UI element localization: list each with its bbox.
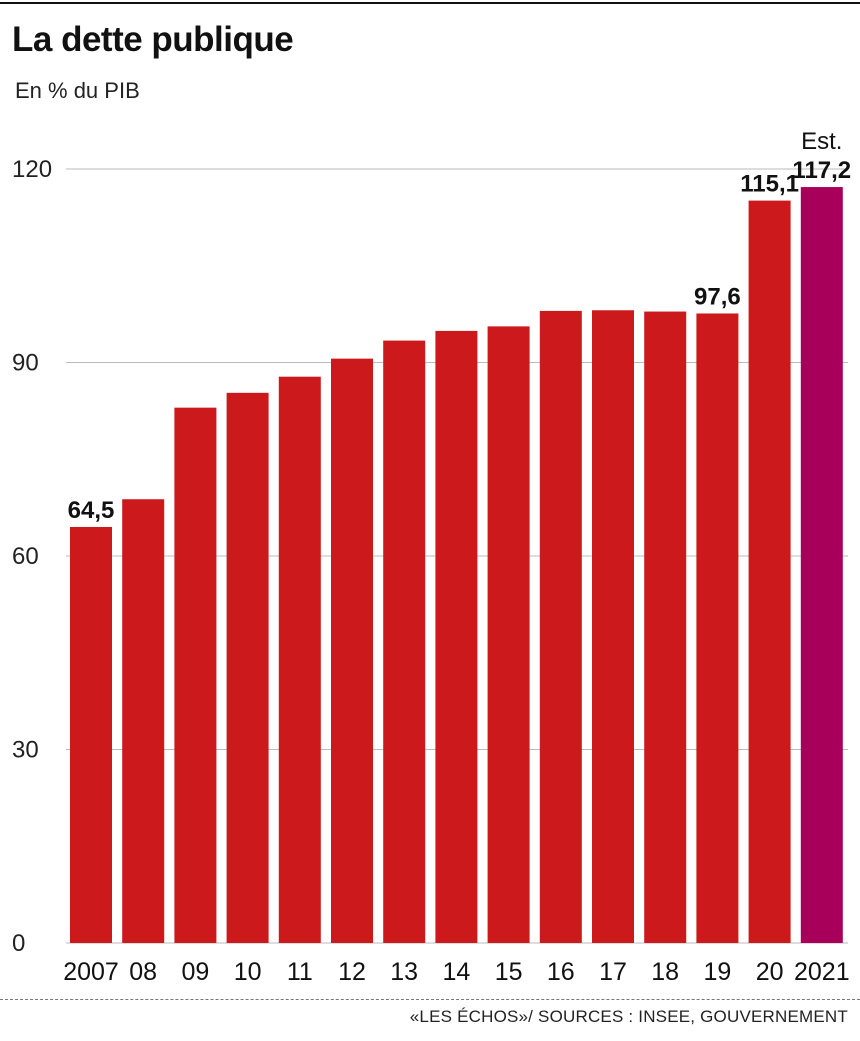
bar-15 [487,326,530,943]
value-label: 64,5 [68,497,115,524]
bar-11 [278,376,321,943]
bar-08 [122,499,165,943]
labels-layer: 2007 64,5 08 09 10 11 12 13 14 15 16 17 18 19 97,6 20 11… [63,128,851,986]
bar-16 [539,310,582,943]
value-label: 97,6 [694,283,741,310]
bottom-rule [0,999,860,1000]
bars-layer [70,187,843,944]
chart-subtitle: En % du PIB [15,78,140,103]
x-tick-label: 13 [390,958,418,986]
x-tick-label: 2021 [794,958,850,986]
value-label: 115,1 [740,171,799,198]
bar-17 [592,310,634,943]
estimate-annotation: Est. [801,128,842,155]
x-tick-label: 16 [547,958,575,986]
chart-title: La dette publique [12,20,294,59]
x-tick-label: 10 [234,958,262,986]
x-tick-label: 11 [287,958,313,986]
bar-10 [226,392,269,943]
x-tick-label: 09 [181,958,209,986]
bar-14 [435,330,478,943]
source-credit: «LES ÉCHOS»/ SOURCES : INSEE, GOUVERNEME… [409,1007,848,1026]
bar-19 [696,313,739,944]
bar-18 [644,311,687,943]
bar-20 [748,200,791,944]
value-label: 117,2 [792,157,851,184]
x-tick-label: 2007 [63,958,119,986]
x-tick-label: 14 [442,958,470,986]
y-tick-label: 90 [12,350,39,377]
x-tick-label: 12 [338,958,366,986]
bar-chart: 0 30 60 90 120 2007 64,5 08 09 10 11 12 13 14 15 16 17 1… [12,128,851,986]
x-tick-label: 17 [599,958,627,986]
x-tick-label: 20 [756,958,784,986]
top-rule [0,2,860,4]
bar-13 [383,340,426,943]
y-tick-label: 0 [12,930,25,957]
y-tick-label: 120 [12,156,52,183]
bar-2021 [800,187,843,943]
x-tick-label: 08 [129,958,157,986]
bar-12 [331,358,373,943]
x-tick-label: 18 [651,958,679,986]
bar-09 [174,407,217,943]
x-tick-label: 19 [703,958,731,986]
bar-2007 [70,526,112,943]
y-tick-label: 30 [12,737,39,764]
x-tick-label: 15 [495,958,523,986]
y-tick-label: 60 [12,543,39,570]
